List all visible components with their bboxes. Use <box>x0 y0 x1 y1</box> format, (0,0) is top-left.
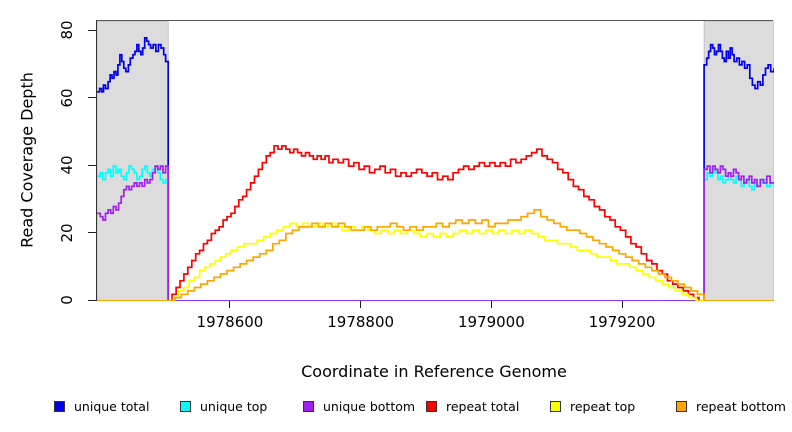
x-tick-label: 1979200 <box>588 313 656 331</box>
series-line-repeat-top <box>97 222 774 301</box>
legend-label: repeat top <box>570 398 636 414</box>
x-axis-label: Coordinate in Reference Genome <box>301 362 567 381</box>
x-tick <box>360 301 362 308</box>
shaded-region-left <box>97 21 169 301</box>
y-axis-label: Read Coverage Depth <box>17 72 37 248</box>
legend-swatch-icon <box>676 400 687 412</box>
legend-swatch-icon <box>180 400 191 412</box>
legend-swatch-icon <box>550 400 561 412</box>
shaded-region-right <box>703 21 774 301</box>
x-tick <box>621 301 623 308</box>
legend-swatch-icon <box>426 400 437 412</box>
x-tick <box>229 301 231 308</box>
legend-swatch-icon <box>303 400 314 412</box>
legend-item-repeat-total: repeat total <box>426 398 519 414</box>
legend-swatch-icon <box>54 400 65 412</box>
x-tick-label: 1978800 <box>327 313 395 331</box>
y-tick-label: 40 <box>58 155 76 175</box>
y-tick <box>88 29 96 31</box>
legend-item-repeat-bottom: repeat bottom <box>676 398 786 414</box>
legend-item-unique-top: unique top <box>180 398 267 414</box>
series-line-repeat-bottom <box>97 209 774 301</box>
legend: unique total unique top unique bottom repea… <box>0 398 792 418</box>
legend-item-unique-bottom: unique bottom <box>303 398 415 414</box>
y-tick <box>88 232 96 234</box>
y-tick-label: 60 <box>58 88 76 108</box>
series-line-unique-total <box>97 37 774 301</box>
legend-label: unique top <box>200 398 268 414</box>
x-tick-label: 1978600 <box>196 313 264 331</box>
legend-label: unique bottom <box>323 398 416 414</box>
y-tick <box>88 164 96 166</box>
legend-item-unique-total: unique total <box>54 398 149 414</box>
legend-item-repeat-top: repeat top <box>550 398 635 414</box>
x-tick-label: 1979000 <box>457 313 525 331</box>
legend-label: repeat total <box>446 398 520 414</box>
y-tick-label: 0 <box>58 295 76 305</box>
series-line-repeat-total <box>97 144 774 301</box>
x-tick <box>490 301 492 308</box>
legend-label: unique total <box>74 398 150 414</box>
y-tick <box>88 97 96 99</box>
plot-canvas <box>97 21 774 301</box>
series-line-unique-bottom <box>97 165 774 301</box>
y-tick-label: 80 <box>58 20 76 40</box>
y-tick-label: 20 <box>58 222 76 243</box>
y-tick <box>88 299 96 301</box>
legend-label: repeat bottom <box>696 398 786 414</box>
plot-area <box>96 20 774 301</box>
